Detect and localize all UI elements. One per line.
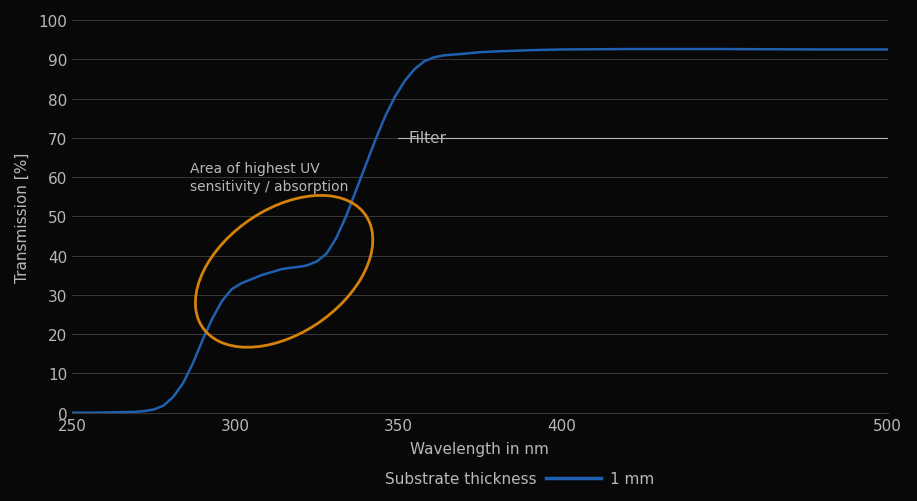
Text: Area of highest UV
sensitivity / absorption: Area of highest UV sensitivity / absorpt… (190, 161, 348, 194)
Text: Filter: Filter (408, 131, 446, 146)
X-axis label: Wavelength in nm: Wavelength in nm (411, 441, 549, 456)
Text: Substrate thickness: Substrate thickness (385, 471, 536, 486)
Text: 1 mm: 1 mm (610, 471, 654, 486)
Y-axis label: Transmission [%]: Transmission [%] (15, 152, 30, 282)
